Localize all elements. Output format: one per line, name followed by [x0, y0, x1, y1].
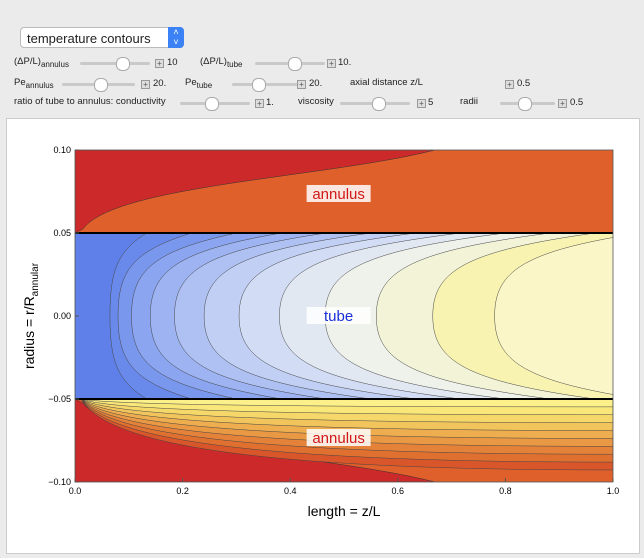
slider-thumb[interactable]: [116, 57, 130, 71]
expand-button[interactable]: +: [327, 59, 336, 68]
x-axis-label: length = z/L: [308, 503, 381, 519]
label-text: Pe: [185, 77, 197, 88]
control-value: 0.5: [570, 97, 584, 108]
label-text: radii: [460, 96, 478, 107]
annotation: annulus: [312, 186, 365, 203]
chart: 0.0 0.2 0.4 0.6 0.8 1.0 0.10 0.05 0.00 −0.05 −0.10…: [21, 145, 620, 519]
x-tick-label: 0.0: [69, 486, 82, 496]
y-axis-label: radius = r/Rannular: [21, 262, 41, 369]
control-label: (ΔP/L)annulus: [14, 56, 69, 69]
y-tick-label: 0.05: [53, 228, 71, 238]
control-value: 10.: [338, 57, 352, 68]
x-tick-label: 0.8: [499, 486, 512, 496]
expand-button[interactable]: +: [255, 99, 264, 108]
label-text: Pe: [14, 77, 26, 88]
x-tick-label: 1.0: [607, 486, 620, 496]
slider-track[interactable]: [232, 83, 305, 86]
control-value: 20.: [153, 78, 167, 89]
expand-button[interactable]: +: [505, 80, 514, 89]
tube-contour: [75, 232, 148, 400]
y-label-main: radius = r/R: [21, 296, 37, 369]
control-label: Peannulus: [14, 77, 54, 90]
control-value: 5: [428, 97, 434, 108]
label-text: viscosity: [298, 96, 334, 107]
x-tick-label: 0.4: [284, 486, 297, 496]
y-tick-label: 0.00: [53, 311, 71, 321]
control-label: Petube: [185, 77, 212, 90]
label-sub: tube: [196, 80, 213, 90]
hot-region: [75, 150, 436, 234]
y-tick-label: −0.10: [48, 477, 71, 487]
annotation-bg: [306, 429, 371, 447]
x-tick-label: 0.6: [392, 486, 405, 496]
control-label: (ΔP/L)tube: [200, 56, 243, 69]
label-sub: annulus: [25, 80, 54, 90]
control-label: axial distance z/L: [350, 77, 423, 88]
dropdown[interactable]: temperature contours ˄ ˅: [20, 27, 184, 48]
label-text: (ΔP/L): [200, 56, 227, 67]
control-value: 1.: [266, 97, 274, 108]
control-label: viscosity: [298, 96, 334, 107]
slider-thumb[interactable]: [372, 97, 386, 111]
y-label-sub: annular: [30, 262, 41, 296]
label-sub: tube: [226, 59, 243, 69]
expand-button[interactable]: +: [417, 99, 426, 108]
label-text: axial distance z/L: [350, 77, 423, 88]
x-tick-label: 0.2: [176, 486, 189, 496]
y-tick-label: −0.05: [48, 394, 71, 404]
annotation: annulus: [312, 430, 365, 447]
slider-thumb[interactable]: [518, 97, 532, 111]
expand-button[interactable]: +: [155, 59, 164, 68]
label-text: ratio of tube to annulus: conductivity: [14, 96, 166, 107]
control-label: ratio of tube to annulus: conductivity: [14, 96, 166, 107]
annotation-bg: [306, 307, 371, 324]
label-text: (ΔP/L): [14, 56, 41, 67]
control-value: 20.: [309, 78, 323, 89]
annulus-contour: [80, 398, 613, 408]
control-label: radii: [460, 96, 478, 107]
annotation: tube: [324, 308, 353, 325]
slider-track[interactable]: [80, 62, 150, 65]
control-value: 10: [167, 57, 178, 68]
control-value: 0.5: [517, 78, 531, 89]
expand-button[interactable]: +: [141, 80, 150, 89]
dropdown-text: temperature contours: [27, 31, 151, 46]
slider-thumb[interactable]: [94, 78, 108, 92]
annotation-bg: [306, 184, 371, 202]
stepper: ˄ ˅: [168, 27, 184, 48]
slider-thumb[interactable]: [288, 57, 302, 71]
slider-thumb[interactable]: [252, 78, 266, 92]
slider-thumb[interactable]: [205, 97, 219, 111]
label-sub: annulus: [40, 59, 69, 69]
expand-button[interactable]: +: [297, 80, 306, 89]
plot-panel: 0.0 0.2 0.4 0.6 0.8 1.0 0.10 0.05 0.00 −0.05 −0.10…: [6, 118, 640, 554]
expand-button[interactable]: +: [558, 99, 567, 108]
y-tick-label: 0.10: [53, 145, 71, 155]
